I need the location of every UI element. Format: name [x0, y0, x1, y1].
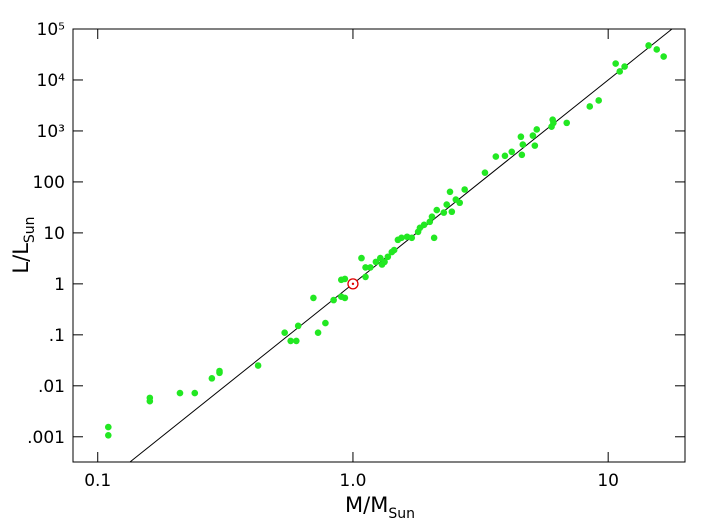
star-point: [358, 254, 365, 262]
star-point: [322, 319, 329, 327]
y-axis-label: L/LSun: [9, 216, 38, 273]
star-point: [281, 329, 288, 337]
star-point: [653, 46, 661, 53]
star-point: [104, 431, 112, 439]
y-tick-label: 10: [43, 224, 65, 244]
y-tick-label: .001: [27, 428, 65, 448]
plot-frame: [72, 28, 686, 463]
star-point: [287, 337, 294, 345]
star-point: [428, 213, 436, 220]
star-point: [517, 133, 525, 141]
y-tick-label: 10³: [37, 122, 65, 142]
star-point: [518, 151, 526, 159]
y-label-sub: Sun: [22, 216, 38, 243]
star-point: [621, 63, 628, 70]
star-point: [533, 126, 541, 133]
star-point: [330, 296, 337, 304]
x-label-text: M/M: [345, 493, 388, 517]
star-point: [104, 423, 112, 431]
star-point: [294, 322, 302, 330]
star-point: [377, 254, 384, 262]
star-point: [645, 42, 652, 49]
star-point: [563, 119, 571, 127]
star-point: [254, 362, 262, 369]
star-point: [595, 97, 602, 104]
star-point: [362, 273, 369, 281]
x-tick-label: 10: [597, 471, 619, 491]
star-point: [372, 258, 380, 266]
star-point: [501, 152, 509, 160]
star-point: [660, 53, 667, 60]
x-axis-label: M/MSun: [345, 493, 415, 522]
star-point: [616, 68, 624, 75]
star-point: [531, 142, 539, 149]
star-point: [341, 275, 349, 283]
star-point: [456, 199, 464, 207]
y-tick-label: .1: [49, 326, 65, 346]
star-point: [492, 153, 500, 160]
star-point: [550, 119, 557, 127]
star-point: [426, 218, 434, 226]
star-point: [381, 258, 388, 266]
sun-dot: [351, 282, 355, 286]
star-point: [367, 264, 374, 271]
x-label-sub: Sun: [388, 506, 415, 522]
star-point: [508, 148, 516, 156]
star-point: [390, 246, 398, 254]
star-point: [293, 337, 300, 345]
y-tick-label: 100: [33, 173, 65, 193]
star-point: [384, 253, 392, 261]
x-tick-label: 1.0: [339, 471, 366, 491]
star-point: [433, 206, 441, 214]
star-point: [314, 329, 322, 337]
star-point: [408, 234, 416, 242]
star-point: [443, 201, 451, 208]
star-point: [398, 234, 405, 242]
star-point: [310, 294, 317, 302]
star-point: [362, 264, 369, 271]
star-point: [341, 294, 349, 302]
y-tick-label: .01: [38, 377, 65, 397]
star-point: [519, 141, 527, 148]
star-point: [191, 389, 199, 397]
star-point: [440, 209, 448, 216]
x-tick-label: 0.1: [84, 471, 111, 491]
star-point: [208, 375, 216, 382]
star-point: [612, 60, 619, 67]
model-line: [129, 28, 673, 463]
y-tick-label: 10⁵: [37, 20, 65, 40]
y-label-text: L/L: [9, 243, 33, 274]
star-point: [216, 367, 223, 375]
star-point: [481, 169, 489, 176]
star-point: [420, 221, 428, 229]
star-point: [146, 397, 154, 405]
y-tick-label: 10⁴: [37, 71, 66, 91]
star-point: [176, 389, 184, 397]
star-point: [430, 234, 438, 242]
star-point: [446, 188, 454, 196]
star-point: [461, 186, 468, 193]
y-tick-label: 1: [54, 275, 65, 295]
star-point: [586, 103, 594, 110]
star-point: [448, 208, 456, 216]
star-point: [529, 132, 537, 139]
